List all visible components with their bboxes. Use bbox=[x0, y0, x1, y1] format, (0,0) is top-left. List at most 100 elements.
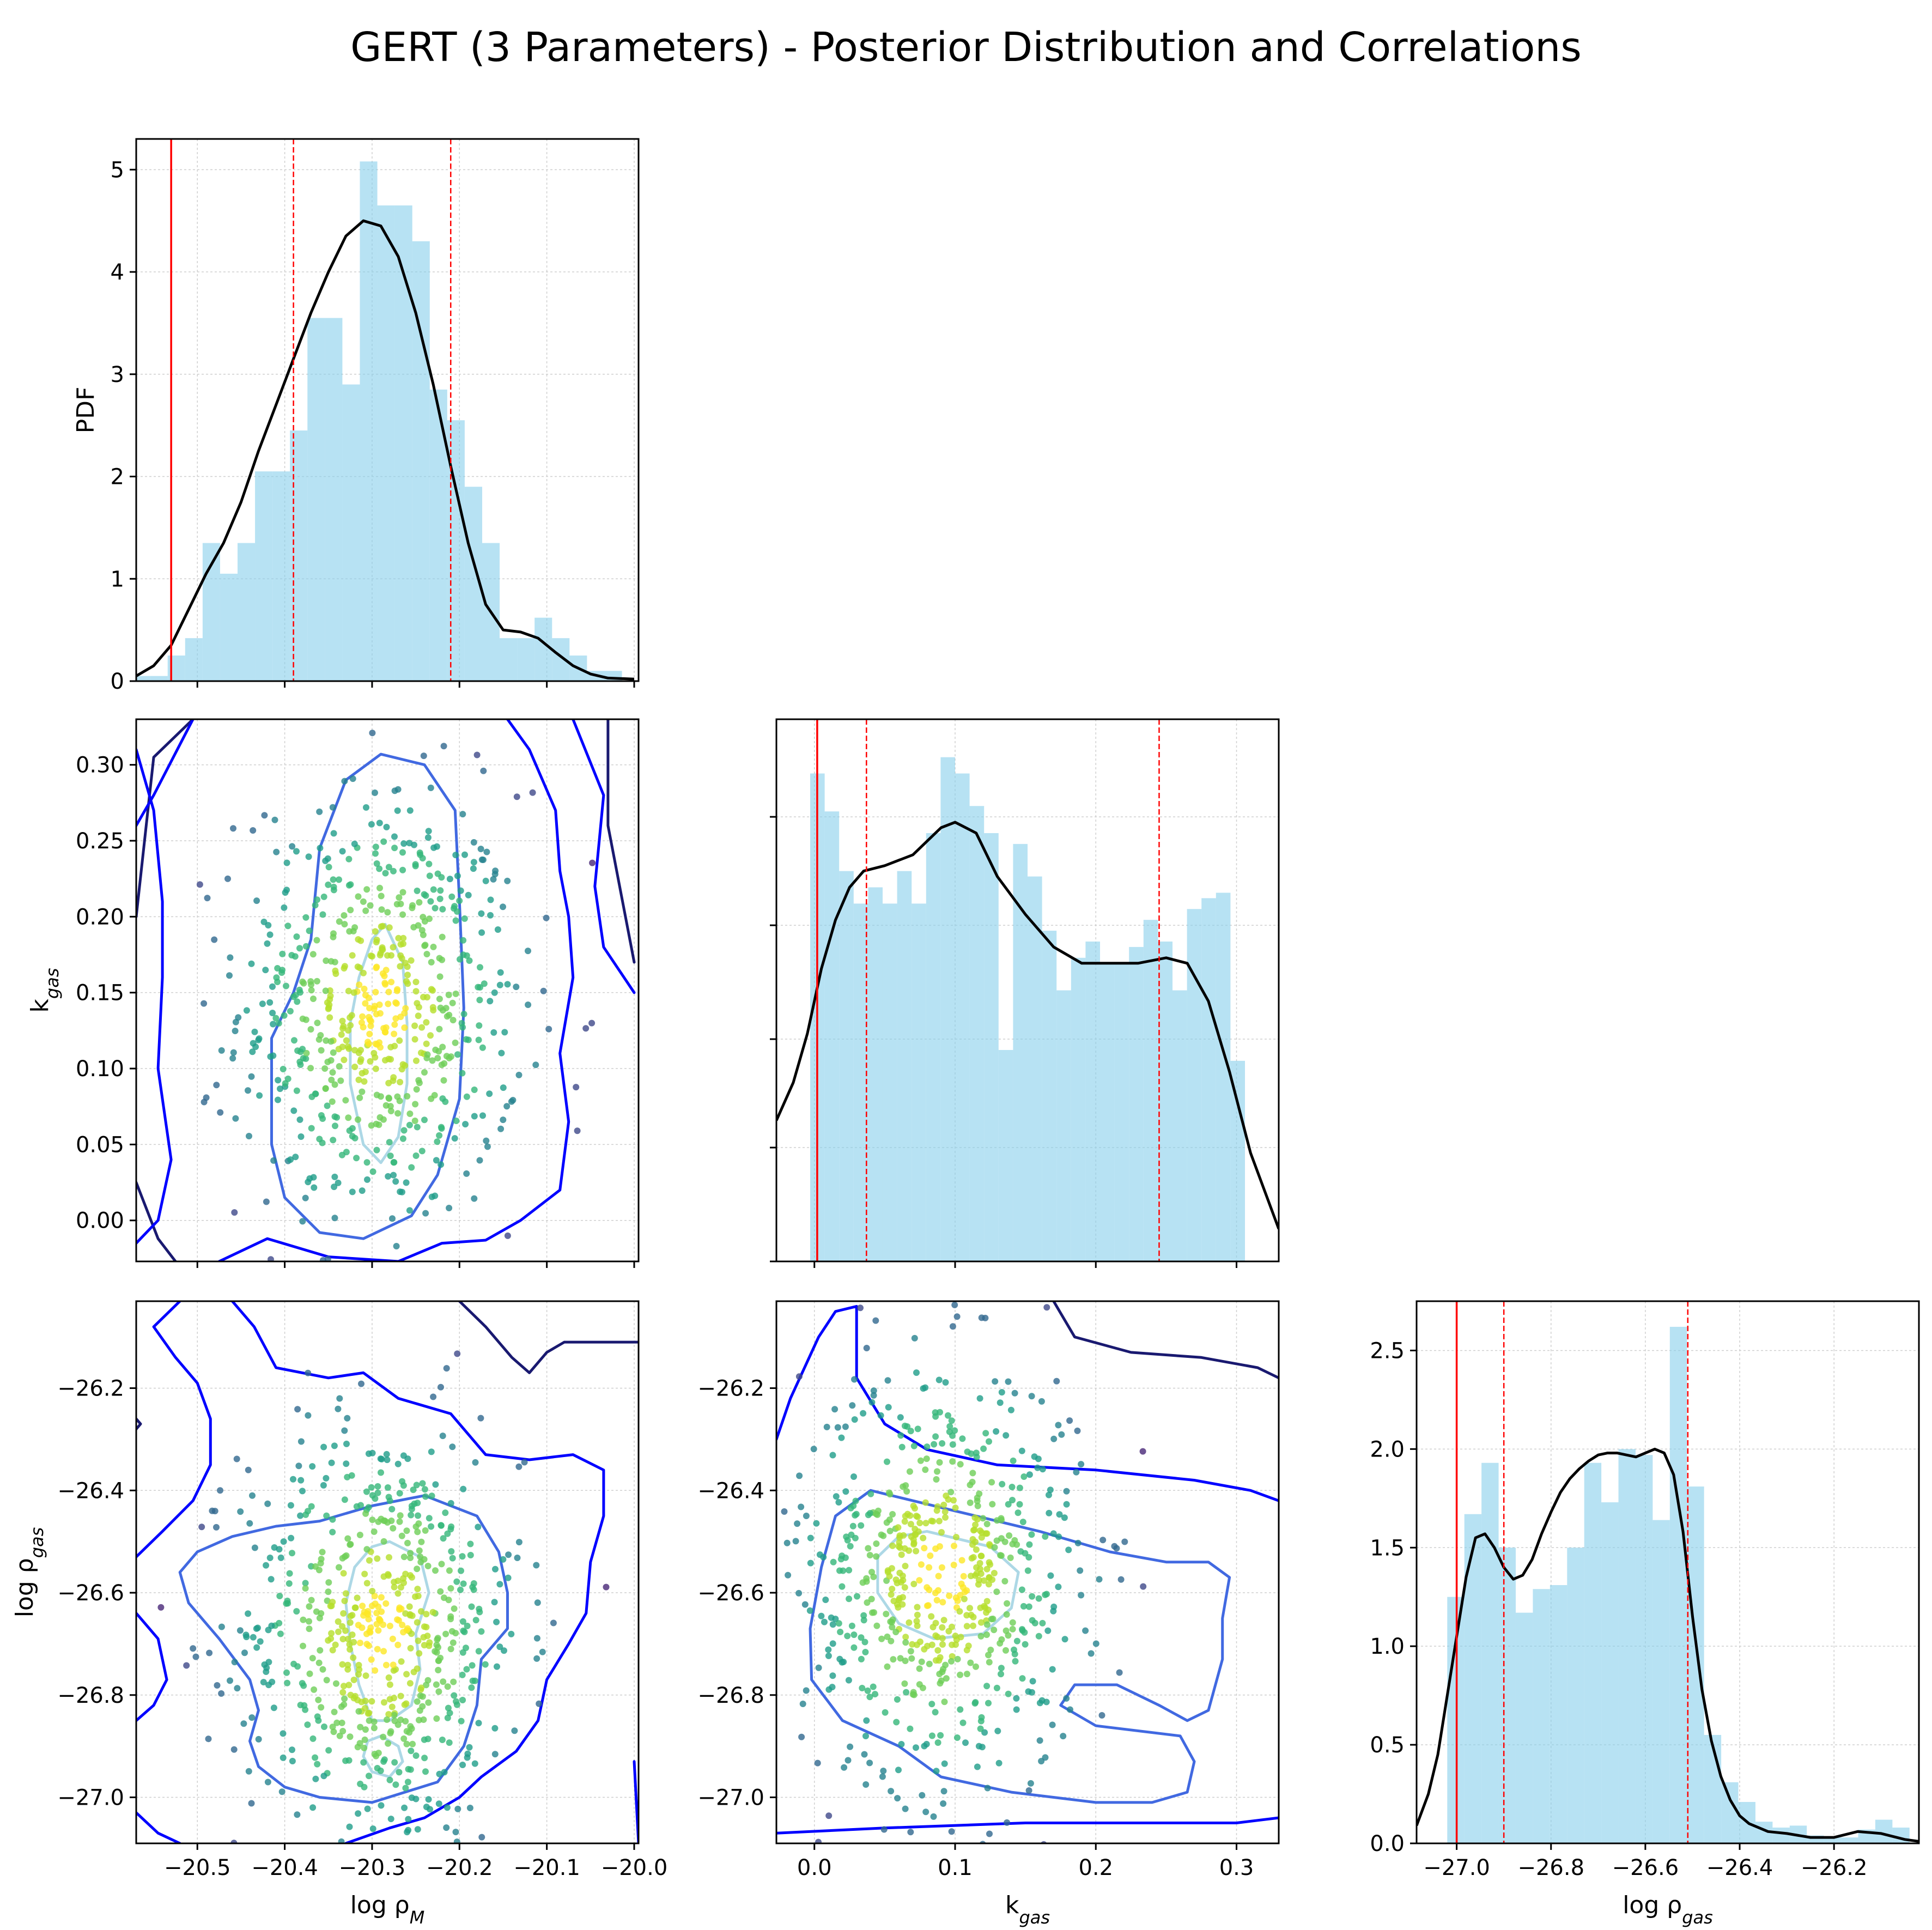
sample-point bbox=[412, 1101, 419, 1108]
sample-point bbox=[503, 1103, 511, 1110]
sample-point bbox=[833, 1493, 840, 1500]
sample-point bbox=[913, 1547, 920, 1555]
sample-point bbox=[868, 1595, 875, 1603]
histogram-bar bbox=[1143, 920, 1158, 1261]
sample-point bbox=[458, 1019, 465, 1027]
sample-point bbox=[977, 1604, 984, 1611]
sample-point bbox=[384, 1456, 391, 1464]
sample-point bbox=[299, 1015, 306, 1022]
sample-point bbox=[1074, 1539, 1082, 1546]
sample-point bbox=[370, 1528, 378, 1535]
sample-point bbox=[866, 1759, 873, 1767]
sample-point bbox=[345, 1682, 353, 1689]
sample-point bbox=[796, 1472, 803, 1479]
sample-point bbox=[403, 1700, 410, 1707]
sample-point bbox=[382, 870, 389, 877]
sample-point bbox=[453, 1578, 460, 1585]
sample-point bbox=[277, 1085, 283, 1093]
sample-point bbox=[266, 931, 274, 938]
sample-point bbox=[847, 1743, 854, 1750]
sample-point bbox=[459, 1762, 466, 1768]
sample-point bbox=[233, 1455, 240, 1462]
sample-point bbox=[324, 855, 331, 862]
sample-point bbox=[892, 1629, 900, 1636]
sample-point bbox=[416, 1716, 422, 1723]
sample-point bbox=[939, 1635, 946, 1642]
sample-point bbox=[982, 1430, 989, 1437]
sample-point bbox=[858, 1655, 865, 1662]
sample-point bbox=[974, 1516, 981, 1523]
sample-point bbox=[452, 990, 459, 997]
sample-point bbox=[415, 1004, 422, 1011]
sample-point bbox=[418, 1684, 425, 1691]
sample-point bbox=[296, 986, 303, 993]
sample-point bbox=[1029, 1593, 1036, 1600]
histogram-bar bbox=[1042, 931, 1057, 1261]
sample-point bbox=[865, 1545, 872, 1552]
sample-point bbox=[1001, 1538, 1008, 1545]
sample-point bbox=[920, 1385, 927, 1392]
sample-point bbox=[324, 999, 331, 1006]
sample-point bbox=[315, 1659, 323, 1666]
sample-point bbox=[329, 1647, 336, 1654]
sample-point bbox=[1036, 1737, 1043, 1744]
sample-point bbox=[428, 1523, 435, 1530]
sample-point bbox=[359, 1603, 366, 1610]
sample-point bbox=[890, 1656, 897, 1663]
sample-point bbox=[458, 1717, 465, 1725]
sample-point bbox=[217, 1109, 224, 1116]
sample-point bbox=[432, 1046, 439, 1053]
sample-point bbox=[975, 1581, 982, 1588]
sample-point bbox=[428, 958, 435, 966]
sample-point bbox=[335, 1405, 342, 1412]
contour-1sigma bbox=[362, 1734, 404, 1779]
sample-point bbox=[340, 1023, 347, 1030]
sample-point bbox=[310, 1174, 317, 1181]
sample-point bbox=[921, 1545, 928, 1552]
sample-point bbox=[1009, 1540, 1016, 1547]
sample-point bbox=[372, 850, 379, 857]
sample-point bbox=[475, 1036, 482, 1043]
sample-point bbox=[860, 1410, 867, 1417]
sample-point bbox=[933, 1768, 940, 1775]
sample-point bbox=[985, 1581, 992, 1588]
sample-point bbox=[396, 1769, 403, 1776]
sample-point bbox=[424, 1051, 431, 1058]
sample-point bbox=[346, 928, 353, 935]
sample-point bbox=[393, 1243, 400, 1249]
sample-point bbox=[213, 1524, 220, 1531]
sample-point bbox=[1139, 1448, 1146, 1455]
sample-point bbox=[224, 875, 231, 882]
sample-point bbox=[845, 1677, 852, 1684]
sample-point bbox=[418, 1049, 424, 1057]
sample-point bbox=[236, 1627, 244, 1634]
sample-point bbox=[241, 1649, 248, 1656]
sample-point bbox=[936, 1671, 943, 1678]
sample-point bbox=[441, 1769, 448, 1776]
sample-point bbox=[967, 1659, 974, 1666]
sample-point bbox=[333, 1680, 339, 1687]
sample-point bbox=[460, 937, 467, 944]
sample-point bbox=[356, 964, 363, 972]
sample-point bbox=[343, 1460, 350, 1467]
sample-point bbox=[264, 1500, 271, 1507]
plot-area bbox=[1417, 1301, 1919, 1843]
sample-point bbox=[868, 1569, 875, 1576]
sample-point bbox=[923, 1455, 930, 1462]
sample-point bbox=[369, 1168, 376, 1175]
sample-point bbox=[473, 751, 481, 758]
sample-point bbox=[436, 895, 443, 902]
sample-point bbox=[466, 1805, 473, 1811]
sample-point bbox=[412, 988, 420, 995]
sample-point bbox=[438, 1383, 444, 1391]
sample-point bbox=[300, 1642, 306, 1649]
axis-label-rhogas: log ρgas bbox=[11, 1527, 47, 1618]
sample-point bbox=[861, 1751, 868, 1758]
x-tick-label: −26.8 bbox=[1517, 1855, 1584, 1880]
sample-point bbox=[330, 876, 337, 883]
sample-point bbox=[477, 1415, 484, 1422]
sample-point bbox=[192, 1653, 199, 1660]
sample-point bbox=[879, 1773, 886, 1780]
sample-point bbox=[428, 1448, 435, 1455]
sample-point bbox=[391, 1030, 398, 1037]
